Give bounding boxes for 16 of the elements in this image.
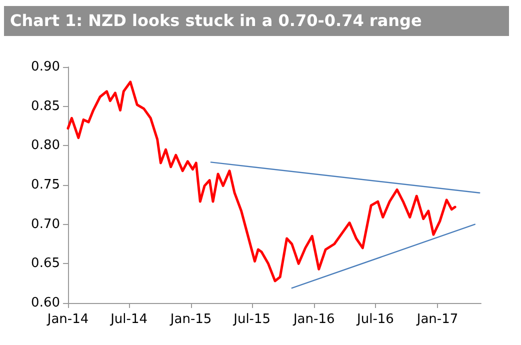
x-tick-label: Jul-15: [232, 312, 271, 327]
chart-title: Chart 1: NZD looks stuck in a 0.70-0.74 range: [4, 6, 509, 36]
x-tick-label: Jan-16: [292, 312, 335, 327]
x-tick-label: Jul-14: [110, 312, 148, 327]
x-tick-label: Jan-15: [169, 312, 212, 327]
y-tick-label: 0.65: [31, 256, 60, 272]
x-tick-label: Jan-14: [46, 312, 89, 327]
y-tick-label: 0.90: [31, 60, 60, 74]
y-tick-label: 0.80: [31, 138, 60, 154]
x-tick-label: Jul-16: [356, 312, 394, 327]
y-tick-label: 0.85: [31, 98, 60, 114]
y-tick-label: 0.60: [31, 296, 60, 310]
y-tick-label: 0.70: [31, 216, 60, 232]
y-tick-label: 0.75: [31, 178, 60, 192]
x-tick-label: Jan-17: [416, 312, 458, 327]
line-series: [66, 80, 456, 282]
